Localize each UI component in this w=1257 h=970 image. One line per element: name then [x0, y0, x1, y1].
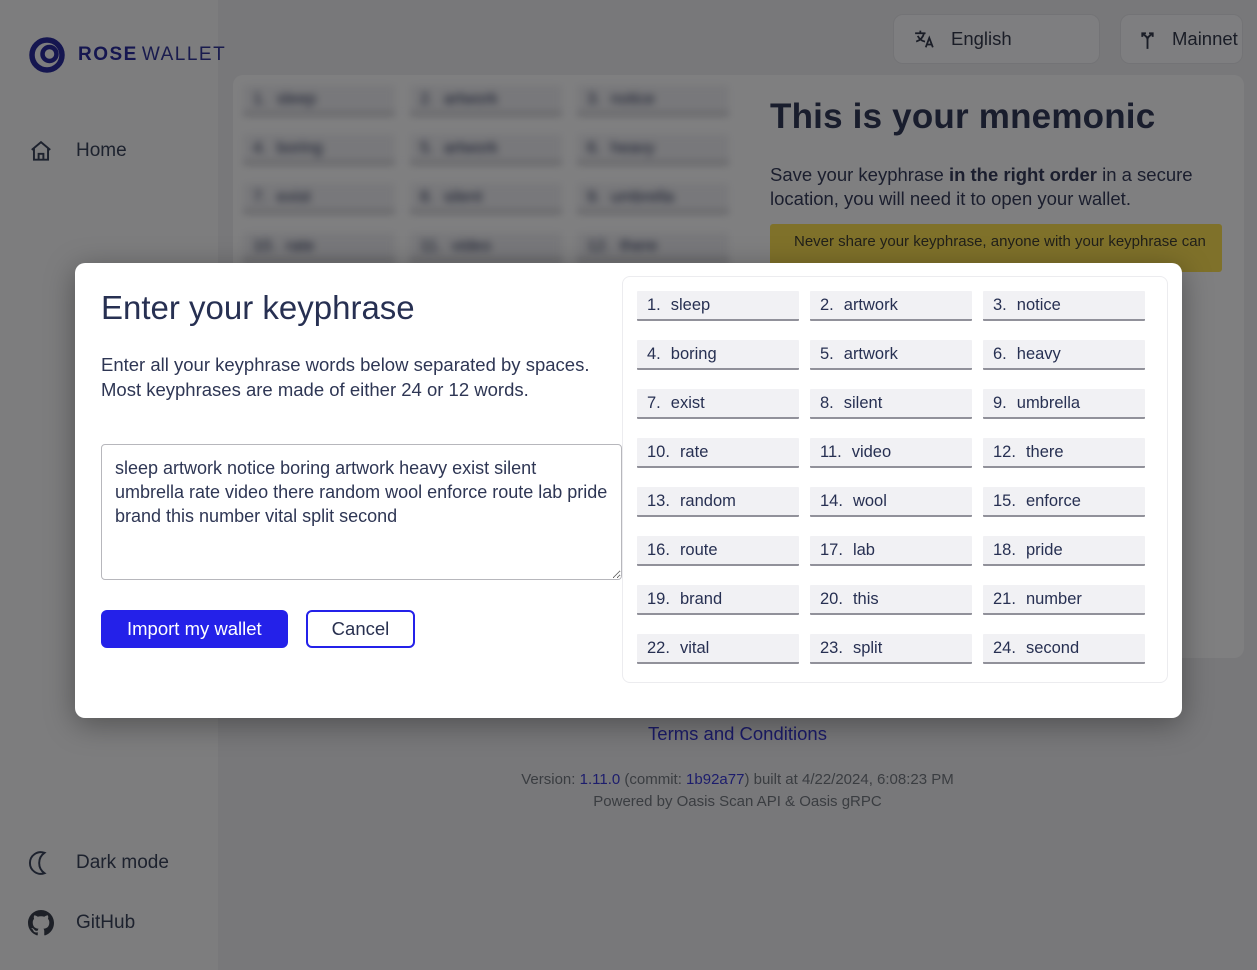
mnemonic-word-chip: 18. pride: [983, 536, 1145, 566]
word-number: 14.: [820, 491, 843, 510]
word-number: 13.: [647, 491, 670, 510]
word-text: boring: [670, 344, 717, 363]
modal-word-grid-container: 1. sleep 2. artwork 3. notice 4. boring …: [622, 276, 1168, 683]
word-text: there: [1025, 442, 1064, 461]
modal-buttons: Import my wallet Cancel: [101, 610, 416, 648]
keyphrase-textarea[interactable]: sleep artwork notice boring artwork heav…: [101, 444, 622, 580]
word-number: 23.: [820, 638, 843, 657]
mnemonic-word-chip: 19. brand: [637, 585, 799, 615]
mnemonic-word-chip: 14. wool: [810, 487, 972, 517]
word-text: heavy: [1016, 344, 1061, 363]
word-text: split: [852, 638, 883, 657]
mnemonic-word-chip: 23. split: [810, 634, 972, 664]
word-text: number: [1025, 589, 1082, 608]
word-number: 3.: [993, 295, 1007, 314]
keyphrase-modal: Enter your keyphrase Enter all your keyp…: [75, 263, 1182, 718]
word-number: 7.: [647, 393, 661, 412]
word-text: video: [851, 442, 892, 461]
mnemonic-word-chip: 20. this: [810, 585, 972, 615]
word-number: 1.: [647, 295, 661, 314]
mnemonic-word-chip: 8. silent: [810, 389, 972, 419]
word-text: silent: [843, 393, 883, 412]
mnemonic-word-chip: 2. artwork: [810, 291, 972, 321]
mnemonic-word-chip: 16. route: [637, 536, 799, 566]
word-text: exist: [670, 393, 705, 412]
word-text: lab: [852, 540, 875, 559]
mnemonic-word-chip: 24. second: [983, 634, 1145, 664]
word-text: pride: [1025, 540, 1063, 559]
word-text: sleep: [670, 295, 711, 314]
mnemonic-word-chip: 6. heavy: [983, 340, 1145, 370]
word-text: artwork: [843, 344, 898, 363]
word-text: brand: [679, 589, 723, 608]
word-number: 5.: [820, 344, 834, 363]
mnemonic-word-chip: 10. rate: [637, 438, 799, 468]
mnemonic-word-chip: 4. boring: [637, 340, 799, 370]
word-number: 21.: [993, 589, 1016, 608]
word-text: random: [679, 491, 736, 510]
word-number: 4.: [647, 344, 661, 363]
word-number: 18.: [993, 540, 1016, 559]
word-text: wool: [852, 491, 887, 510]
word-text: enforce: [1025, 491, 1081, 510]
mnemonic-word-chip: 17. lab: [810, 536, 972, 566]
mnemonic-word-chip: 3. notice: [983, 291, 1145, 321]
mnemonic-word-chip: 11. video: [810, 438, 972, 468]
modal-word-grid: 1. sleep 2. artwork 3. notice 4. boring …: [637, 291, 1153, 664]
mnemonic-word-chip: 1. sleep: [637, 291, 799, 321]
mnemonic-word-chip: 7. exist: [637, 389, 799, 419]
word-number: 19.: [647, 589, 670, 608]
word-text: second: [1025, 638, 1080, 657]
word-number: 2.: [820, 295, 834, 314]
word-number: 11.: [820, 442, 842, 461]
word-text: umbrella: [1016, 393, 1081, 412]
mnemonic-word-chip: 13. random: [637, 487, 799, 517]
word-number: 17.: [820, 540, 843, 559]
word-number: 15.: [993, 491, 1016, 510]
modal-description: Enter all your keyphrase words below sep…: [101, 354, 590, 400]
word-number: 24.: [993, 638, 1016, 657]
word-number: 6.: [993, 344, 1007, 363]
mnemonic-word-chip: 5. artwork: [810, 340, 972, 370]
import-wallet-button[interactable]: Import my wallet: [101, 610, 288, 648]
word-number: 9.: [993, 393, 1007, 412]
word-text: this: [852, 589, 879, 608]
word-number: 16.: [647, 540, 670, 559]
word-number: 10.: [647, 442, 670, 461]
word-number: 8.: [820, 393, 834, 412]
word-text: rate: [679, 442, 709, 461]
cancel-button[interactable]: Cancel: [305, 610, 416, 648]
word-text: artwork: [843, 295, 898, 314]
mnemonic-word-chip: 15. enforce: [983, 487, 1145, 517]
word-text: route: [679, 540, 718, 559]
mnemonic-word-chip: 9. umbrella: [983, 389, 1145, 419]
mnemonic-word-chip: 21. number: [983, 585, 1145, 615]
modal-title: Enter your keyphrase: [101, 289, 415, 326]
word-number: 22.: [647, 638, 670, 657]
mnemonic-word-chip: 12. there: [983, 438, 1145, 468]
word-text: notice: [1016, 295, 1061, 314]
word-text: vital: [679, 638, 710, 657]
mnemonic-word-chip: 22. vital: [637, 634, 799, 664]
word-number: 12.: [993, 442, 1016, 461]
word-number: 20.: [820, 589, 843, 608]
